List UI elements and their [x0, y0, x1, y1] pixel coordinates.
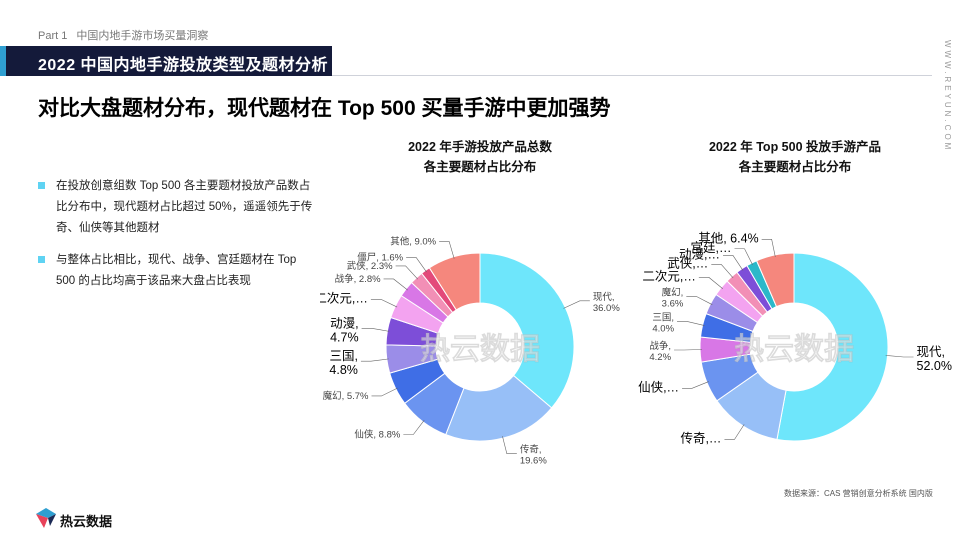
chart1-leader-line	[502, 436, 517, 454]
chart1-slice-label: 其他, 9.0%	[390, 235, 436, 247]
part-label: Part 1 中国内地手游市场买量洞察	[38, 27, 214, 43]
chart2-subtitle: 各主要题材占比分布	[738, 160, 852, 174]
bullet-item: 在投放创意组数 Top 500 各主要题材投放产品数占比分布中，现代题材占比超过…	[38, 176, 314, 239]
bullet-square-icon	[38, 256, 45, 263]
page-headline: 对比大盘题材分布，现代题材在 Top 500 买量手游中更加强势	[38, 97, 611, 120]
chart1-slice-10	[428, 252, 481, 311]
chart2-leader-line	[698, 277, 723, 289]
chart2-leader-line	[677, 321, 705, 326]
bullet-item: 与整体占比相比，现代、战争、宫廷题材在 Top 500 的占比均高于该品来大盘占…	[38, 250, 314, 292]
chart1-leader-line	[403, 419, 425, 435]
chart2-slice-label: 武侠,…	[667, 256, 708, 270]
chart1-slice-label: 二次元,…	[320, 291, 368, 305]
chart2-slice-label: 三国, 4.0%	[652, 312, 674, 334]
chart2-slice-label: 现代, 52.0%	[917, 345, 952, 373]
bullet-text: 在投放创意组数 Top 500 各主要题材投放产品数占比分布中，现代题材占比超过…	[56, 180, 313, 234]
data-source-note: 数据来源：CAS 营销创意分析系统 国内版	[784, 489, 933, 498]
banner-title: 2022 中国内地手游投放类型及题材分析	[38, 57, 329, 74]
chart1-leader-line	[383, 278, 408, 291]
chart2-leader-line	[711, 264, 734, 279]
chart2-slice-label: 传奇,…	[680, 430, 721, 445]
chart1-slice-label: 魔幻, 5.7%	[323, 390, 369, 402]
bullet-list: 在投放创意组数 Top 500 各主要题材投放产品数占比分布中，现代题材占比超过…	[38, 176, 314, 303]
side-watermark: WWW.REYUN.COM	[943, 40, 952, 153]
header-divider	[332, 75, 932, 76]
chart1-donut: 现代, 36.0% 传奇, 19.6% 仙侠, 8.8% 魔幻, 5.7% 三国, 4.8% 动…	[320, 235, 620, 467]
chart1-leader-line	[360, 358, 389, 362]
chart1-slice-label: 仙侠, 8.8%	[354, 428, 400, 440]
part-number: Part 1	[38, 30, 68, 42]
chart2-leader-line	[724, 424, 745, 440]
chart2-leader-line	[722, 255, 744, 271]
chart2-leader-line	[885, 355, 914, 358]
bullet-text: 与整体占比相比，现代、战争、宫廷题材在 Top 500 的占比均高于该品来大盘占…	[56, 254, 297, 287]
chart1-slice-label: 动漫, 4.7%	[330, 316, 359, 344]
chart1-slice-label: 战争, 2.8%	[335, 273, 381, 285]
bullet-square-icon	[38, 182, 45, 189]
chart2-leader-line	[734, 248, 753, 265]
chart1-slice-label: 武侠, 2.3%	[347, 260, 393, 272]
chart2-leader-line	[682, 381, 709, 389]
chart1-leader-line	[361, 328, 390, 332]
chart2-slice-label: 动漫,…	[679, 247, 720, 261]
chart2-leader-line	[686, 296, 713, 305]
chart2-center-watermark: 热云数据	[734, 332, 854, 367]
logo-text: 热云数据	[60, 514, 113, 529]
chart1-slice-label: 传奇, 19.6%	[520, 444, 547, 467]
chart2-leader-line	[761, 238, 776, 257]
chart1-leader-line	[370, 298, 398, 308]
chart2-slice-label: 仙侠,…	[638, 380, 679, 394]
chart1-title-block: 2022 年手游投放产品总数 各主要题材占比分布	[370, 137, 590, 177]
part-title: 中国内地手游市场买量洞察	[76, 30, 209, 42]
chart1-leader-line	[563, 300, 590, 309]
chart2-donut: 现代, 52.0% 传奇,… 仙侠,… 战争, 4.2% 三国, 4.0% 魔幻, 3.6% 二次元…	[638, 231, 952, 445]
chart2-slice-0	[776, 252, 889, 442]
reyun-logo-icon	[36, 508, 56, 528]
chart1-leader-line	[371, 387, 398, 397]
chart1-title: 2022 年手游投放产品总数	[408, 140, 552, 154]
chart2-slice-label: 魔幻, 3.6%	[662, 286, 684, 309]
chart1-slice-label: 僵尸, 1.6%	[357, 251, 403, 263]
chart2-slice-label: 其他, 6.4%	[698, 231, 758, 245]
chart2-title: 2022 年 Top 500 投放手游产品	[708, 140, 882, 154]
chart1-center-watermark: 热云数据	[420, 332, 540, 367]
section-banner	[0, 46, 332, 76]
chart1-slice-label: 三国, 4.8%	[329, 349, 358, 377]
chart1-slice-0	[479, 252, 575, 409]
chart2-title-block: 2022 年 Top 500 投放手游产品 各主要题材占比分布	[670, 137, 920, 177]
chart1-leader-line	[406, 257, 427, 273]
chart2-slice-label: 宫廷,…	[691, 240, 732, 255]
chart2-slice-label: 战争, 4.2%	[649, 340, 671, 363]
chart1-slice-label: 现代, 36.0%	[593, 292, 620, 314]
chart1-leader-line	[395, 265, 419, 280]
chart2-slice-label: 二次元,…	[642, 269, 695, 283]
chart1-subtitle: 各主要题材占比分布	[423, 160, 537, 174]
chart1-slice-1	[445, 374, 553, 442]
chart2-slice-10	[755, 252, 795, 308]
banner-accent-bar	[0, 46, 6, 76]
chart1-leader-line	[439, 241, 455, 259]
